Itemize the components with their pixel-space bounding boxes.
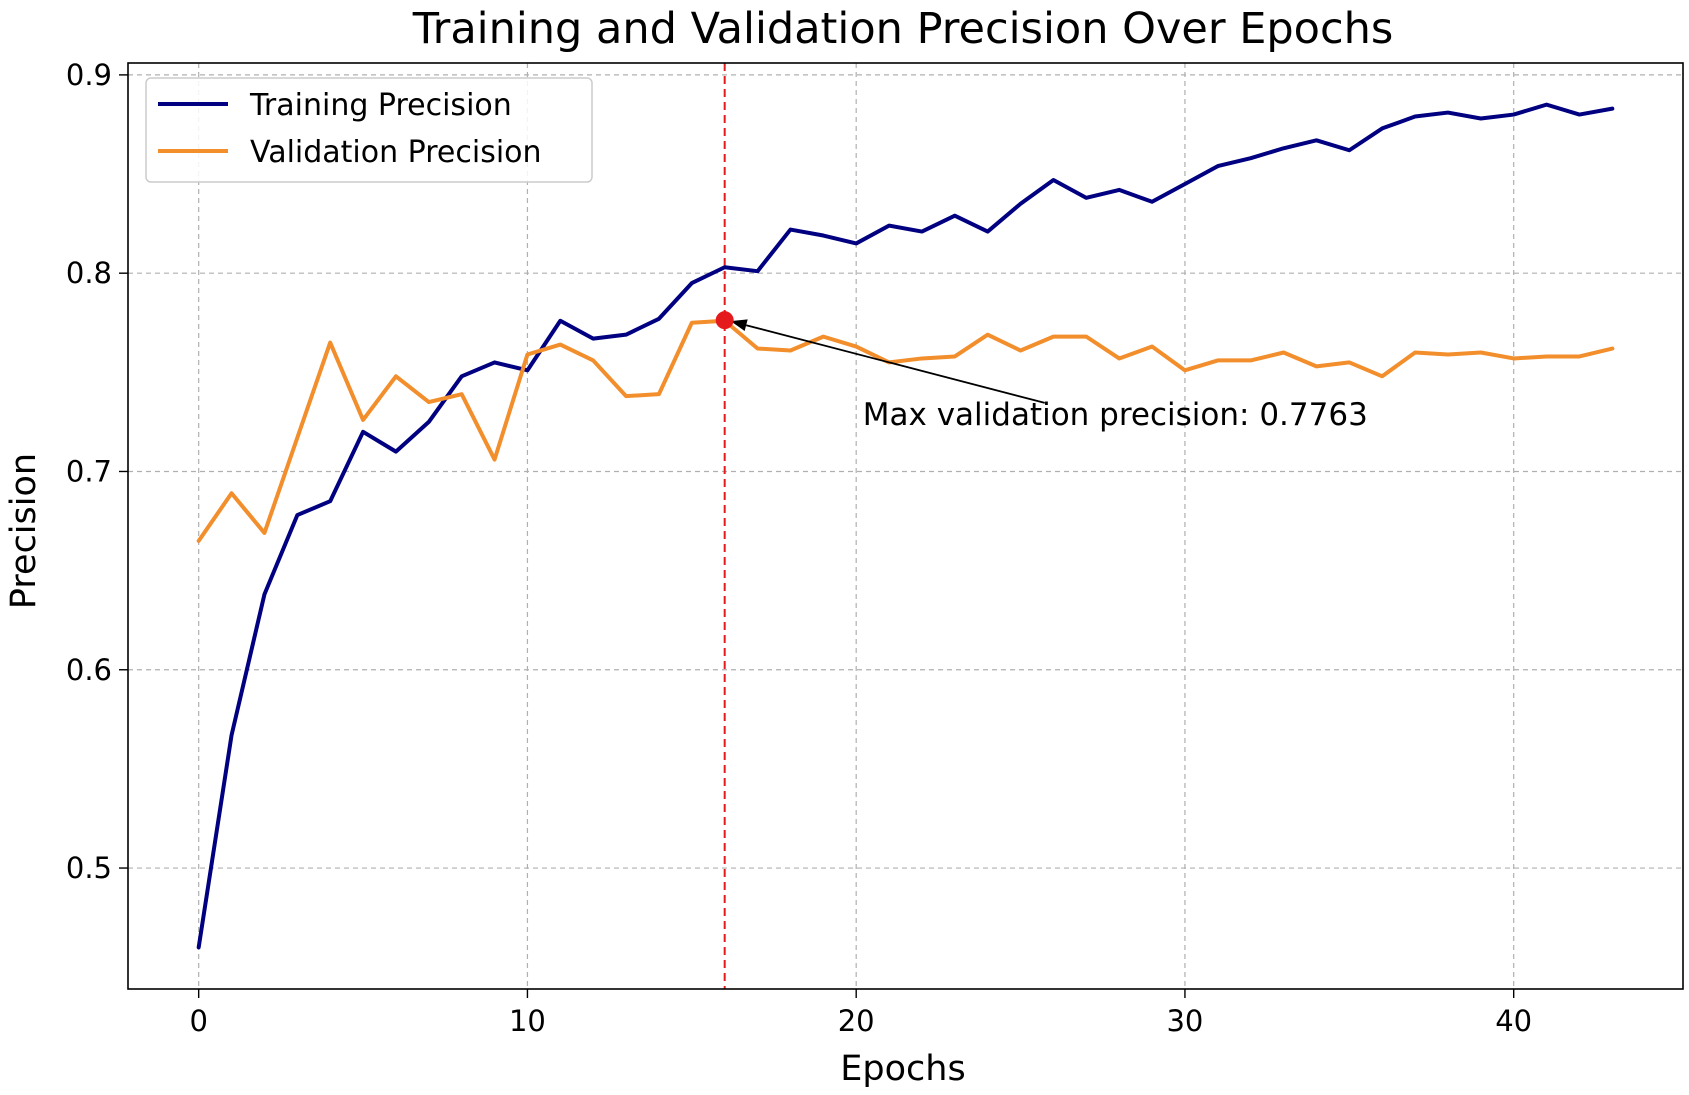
x-tick-label: 20 <box>838 1004 875 1038</box>
annotation-arrow-head <box>730 319 748 332</box>
y-tick-label: 0.7 <box>66 454 112 488</box>
x-tick-label: 0 <box>189 1004 207 1038</box>
legend: Training Precision Validation Precision <box>145 77 593 183</box>
legend-label-training: Training Precision <box>249 88 512 123</box>
y-axis-label: Precision <box>4 453 44 609</box>
annotation-arrow <box>745 324 1045 404</box>
ticks: 0 10 20 30 40 0.5 0.6 0.7 0.8 0.9 <box>66 58 1532 1038</box>
y-tick-label: 0.5 <box>66 851 112 885</box>
series-line-training <box>196 102 1615 950</box>
x-axis-label: Epochs <box>840 1049 965 1089</box>
max-validation-marker <box>715 311 734 330</box>
legend-label-validation: Validation Precision <box>250 135 542 170</box>
legend-box <box>145 77 593 183</box>
x-tick-label: 30 <box>1166 1004 1203 1038</box>
annotation: Max validation precision: 0.7763 <box>715 311 1368 433</box>
y-tick-label: 0.8 <box>66 256 112 290</box>
x-tick-label: 40 <box>1495 1004 1532 1038</box>
annotation-label: Max validation precision: 0.7763 <box>863 397 1368 433</box>
series-layer <box>196 102 1615 950</box>
plot-frame <box>127 62 1684 990</box>
grid <box>128 63 1683 989</box>
y-tick-label: 0.9 <box>66 58 112 92</box>
x-tick-label: 10 <box>509 1004 546 1038</box>
chart-title: Training and Validation Precision Over E… <box>412 4 1394 54</box>
series-line-validation <box>196 318 1615 543</box>
y-tick-label: 0.6 <box>66 653 112 687</box>
